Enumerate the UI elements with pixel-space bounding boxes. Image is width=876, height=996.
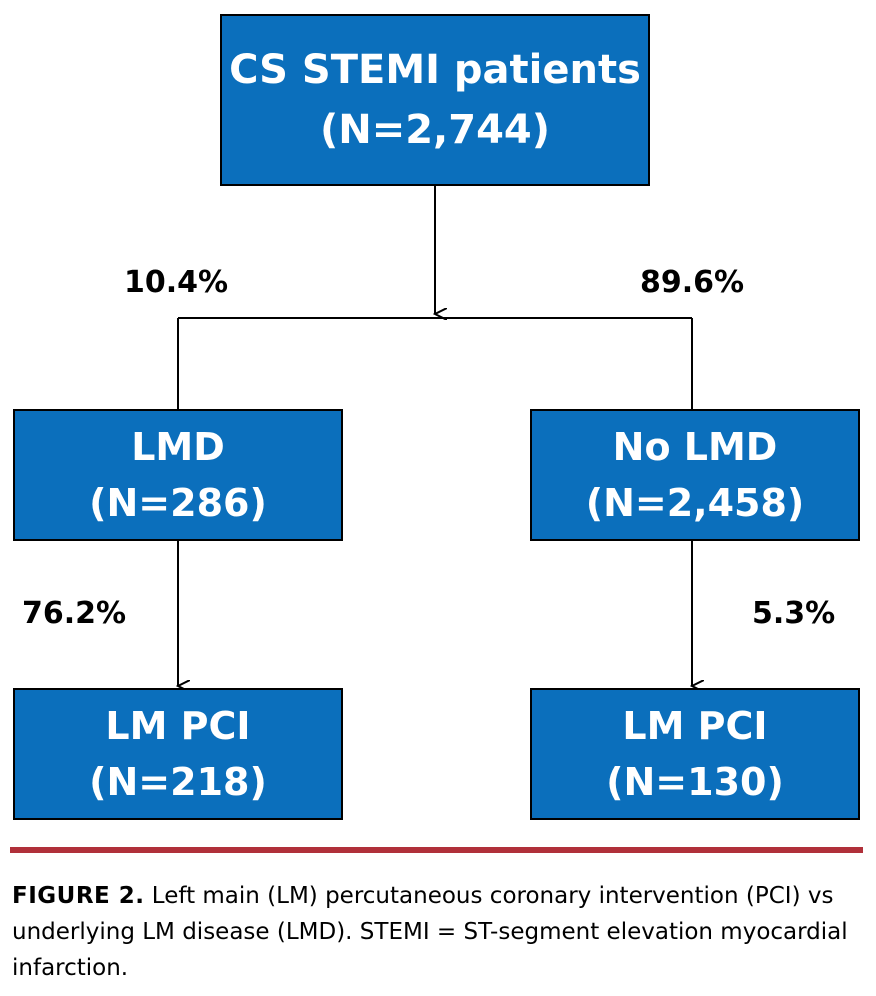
node-count: (N=286) (89, 481, 267, 525)
caption-divider (10, 847, 863, 853)
edge-label-no-lmd-percent: 89.6% (640, 265, 745, 300)
node-cs-stemi-patients: CS STEMI patients (N=2,744) (220, 14, 650, 186)
figure-label: FIGURE 2. (12, 883, 145, 909)
figure-caption: FIGURE 2. Left main (LM) percutaneous co… (12, 878, 867, 986)
edge-label-lmd-percent: 10.4% (124, 265, 229, 300)
node-title: LMD (131, 425, 225, 469)
node-title: CS STEMI patients (229, 47, 641, 93)
node-title: LM PCI (105, 704, 251, 748)
node-lm-pci-lmd: LM PCI (N=218) (13, 688, 343, 820)
edge-label-no-lmd-pci-percent: 5.3% (752, 596, 836, 631)
node-lm-pci-no-lmd: LM PCI (N=130) (530, 688, 860, 820)
node-no-lmd: No LMD (N=2,458) (530, 409, 860, 541)
node-title: No LMD (612, 425, 778, 469)
edge-label-lmd-pci-percent: 76.2% (22, 596, 127, 631)
node-count: (N=2,458) (585, 481, 805, 525)
node-title: LM PCI (622, 704, 768, 748)
caption-text: Left main (LM) percutaneous coronary int… (12, 883, 848, 981)
node-count: (N=2,744) (319, 107, 551, 153)
node-count: (N=130) (606, 760, 784, 804)
node-lmd: LMD (N=286) (13, 409, 343, 541)
node-count: (N=218) (89, 760, 267, 804)
